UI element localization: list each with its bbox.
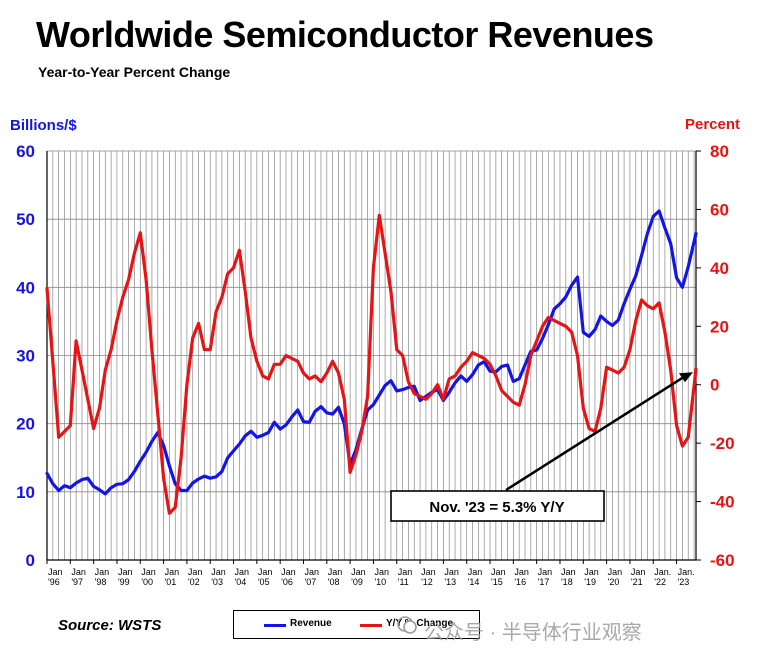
x-tick-label-year: '07 [304, 577, 316, 587]
x-tick-label-year: '11 [398, 577, 409, 587]
left-tick-label: 0 [26, 551, 35, 570]
annotation-box [390, 490, 605, 522]
right-axis-label: Percent [684, 116, 740, 133]
legend-swatch-revenue [264, 624, 286, 627]
left-axis-label: Billions/$ [10, 117, 77, 134]
x-tick-label-year: '14 [468, 577, 480, 587]
right-tick-label: 60 [710, 200, 729, 219]
yoy-series-line [45, 213, 698, 515]
annotation-arrow-line [505, 375, 686, 492]
x-tick-label-month: Jan [141, 567, 156, 577]
x-tick-label-year: '13 [444, 577, 456, 587]
x-tick-label-month: Jan [421, 567, 436, 577]
x-tick-label-month: Jan [351, 567, 366, 577]
x-tick-label-year: '23 [678, 577, 690, 587]
x-tick-label-year: '20 [608, 577, 620, 587]
right-tick-label: 40 [710, 259, 729, 278]
x-tick-label-month: Jan [48, 567, 63, 577]
x-tick-label-month: Jan [374, 567, 389, 577]
legend: Revenue Y/Y % Change [233, 610, 480, 639]
annotation-text: Nov. '23 = 5.3% Y/Y [429, 499, 564, 516]
legend-swatch-yoy [360, 624, 382, 627]
left-tick-label: 30 [16, 347, 35, 366]
right-tick-label: 20 [710, 317, 729, 336]
x-tick-label-year: '16 [514, 577, 526, 587]
x-tick-label-month: Jan [584, 567, 599, 577]
x-tick-label-month: Jan [514, 567, 529, 577]
left-tick-label: 40 [16, 278, 35, 297]
x-tick-label-year: '22 [654, 577, 666, 587]
x-tick-label-year: '99 [118, 577, 130, 587]
watermark: 公众号 · 半导体行业观察 [424, 622, 642, 644]
x-tick-label-year: '01 [165, 577, 177, 587]
x-tick-label-month: Jan [608, 567, 623, 577]
x-tick-label-month: Jan [631, 567, 646, 577]
right-tick-label: -20 [710, 434, 735, 453]
x-tick-label-month: Jan. [678, 567, 695, 577]
x-tick-label-year: '96 [48, 577, 60, 587]
x-tick-label-year: '05 [258, 577, 270, 587]
x-tick-label-year: '04 [235, 577, 247, 587]
x-tick-label-year: '97 [71, 577, 83, 587]
x-tick-label-year: '18 [561, 577, 573, 587]
legend-label-revenue: Revenue [290, 618, 332, 629]
x-tick-label-month: Jan [71, 567, 86, 577]
x-tick-label-month: Jan [258, 567, 273, 577]
x-tick-label-year: '12 [421, 577, 433, 587]
legend-label-yoy: Y/Y % Change [386, 618, 454, 629]
x-tick-label-year: '21 [631, 577, 643, 587]
x-tick-label-year: '17 [538, 577, 550, 587]
x-tick-label-month: Jan [95, 567, 110, 577]
right-tick-label: 0 [710, 376, 719, 395]
annotation-arrow-head [679, 372, 693, 383]
x-tick-label-month: Jan [328, 567, 343, 577]
chart-subtitle: Year-to-Year Percent Change [38, 64, 231, 80]
x-tick-label-month: Jan [561, 567, 576, 577]
left-tick-label: 50 [16, 210, 35, 229]
x-tick-label-month: Jan [398, 567, 413, 577]
x-tick-label-month: Jan [165, 567, 180, 577]
x-tick-label-year: '09 [351, 577, 363, 587]
x-tick-label-year: '03 [211, 577, 223, 587]
x-tick-label-year: '06 [281, 577, 293, 587]
left-tick-label: 60 [16, 142, 35, 161]
right-tick-label: 80 [710, 142, 729, 161]
source-note: Source: WSTS [58, 617, 162, 634]
x-tick-label-year: '19 [584, 577, 596, 587]
left-tick-label: 10 [16, 483, 35, 502]
x-tick-label-year: '00 [141, 577, 153, 587]
x-tick-label-month: Jan [281, 567, 296, 577]
x-tick-label-month: Jan [304, 567, 319, 577]
x-tick-label-year: '08 [328, 577, 340, 587]
x-tick-label-month: Jan [188, 567, 203, 577]
right-tick-label: -40 [710, 493, 735, 512]
x-tick-label-year: '98 [95, 577, 107, 587]
chart-title: Worldwide Semiconductor Revenues [36, 14, 654, 55]
left-tick-label: 20 [16, 415, 35, 434]
x-tick-label-year: '10 [374, 577, 386, 587]
x-tick-label-month: Jan [235, 567, 250, 577]
x-tick-label-month: Jan [491, 567, 506, 577]
x-tick-label-month: Jan [118, 567, 133, 577]
right-tick-label: -60 [710, 551, 735, 570]
x-tick-label-month: Jan. [654, 567, 671, 577]
x-tick-label-year: '02 [188, 577, 200, 587]
x-tick-label-month: Jan [444, 567, 459, 577]
x-tick-label-year: '15 [491, 577, 503, 587]
x-tick-label-month: Jan [538, 567, 553, 577]
x-tick-label-month: Jan [468, 567, 483, 577]
revenue-series-line [45, 209, 698, 496]
wechat-icon [397, 616, 417, 634]
x-tick-label-month: Jan [211, 567, 226, 577]
